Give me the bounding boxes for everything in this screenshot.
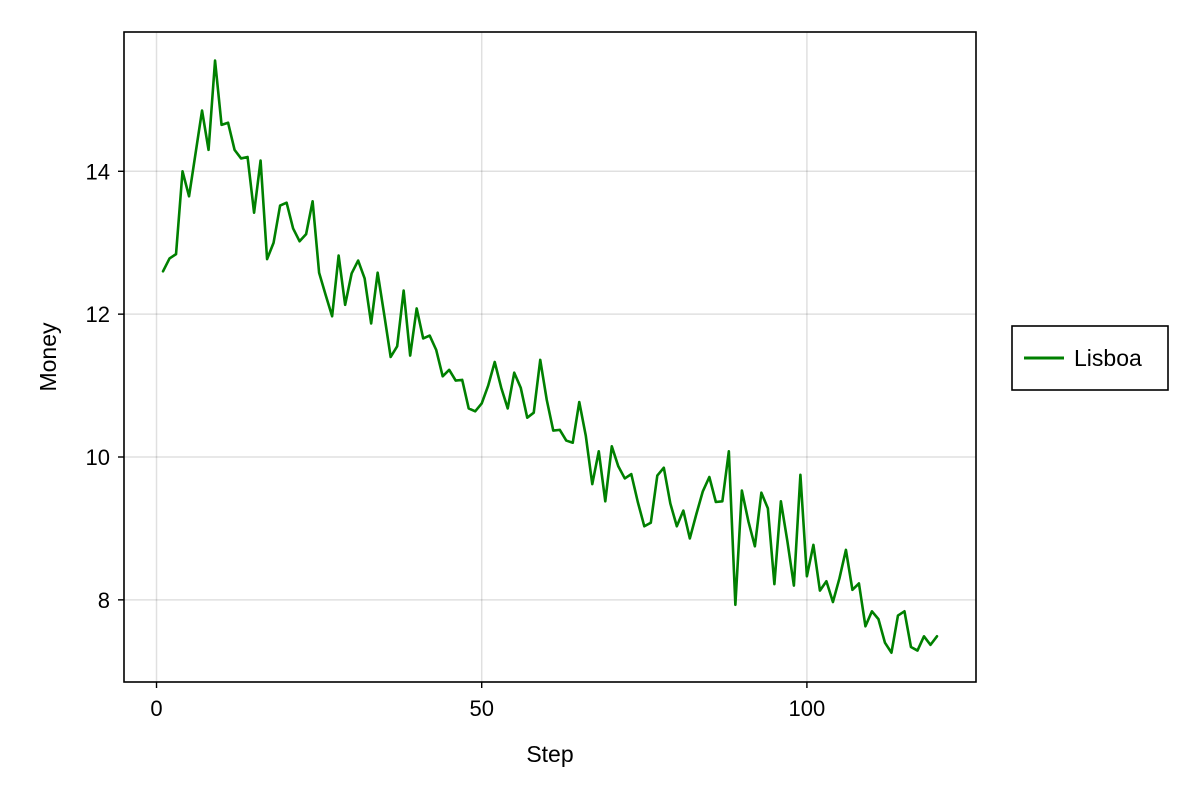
x-axis-title: Step bbox=[526, 741, 573, 767]
y-axis-title: Money bbox=[35, 322, 61, 392]
y-tick-label: 14 bbox=[86, 159, 110, 184]
grid-lines bbox=[124, 32, 976, 682]
x-axis-ticks: 0 50 100 bbox=[150, 682, 825, 721]
legend-label-lisboa: Lisboa bbox=[1074, 345, 1142, 371]
series-layer bbox=[161, 59, 939, 655]
x-tick-label: 0 bbox=[150, 696, 162, 721]
plot-frame bbox=[123, 31, 977, 683]
x-tick-label: 100 bbox=[789, 696, 826, 721]
y-axis-ticks: 8 10 12 14 bbox=[86, 159, 124, 613]
y-tick-label: 8 bbox=[98, 588, 110, 613]
legend: Lisboa bbox=[1011, 325, 1169, 391]
x-tick-label: 50 bbox=[469, 696, 493, 721]
y-tick-label: 10 bbox=[86, 445, 110, 470]
series-line-lisboa bbox=[161, 59, 939, 655]
y-tick-label: 12 bbox=[86, 302, 110, 327]
